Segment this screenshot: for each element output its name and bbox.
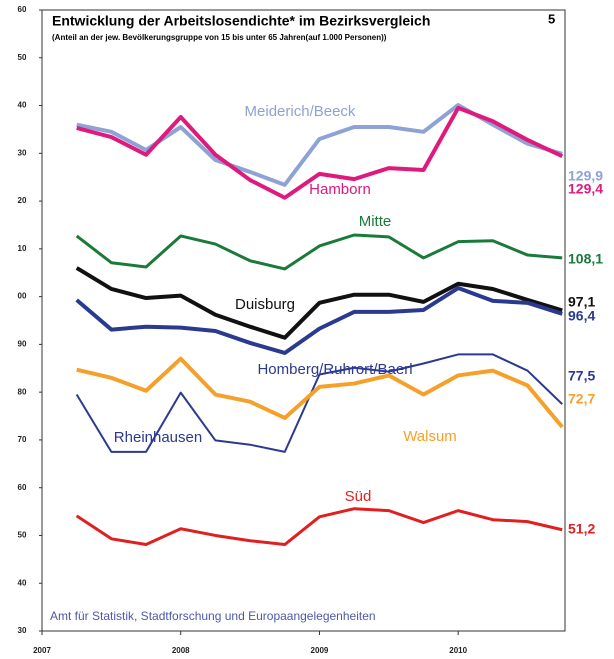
y-tick-label: 30 <box>18 148 27 157</box>
chart-title: Entwicklung der Arbeitslosendichte* im B… <box>52 13 430 29</box>
y-tick-label: 50 <box>18 531 27 540</box>
y-tick-label: 60 <box>18 5 27 14</box>
source-note: Amt für Statistik, Stadtforschung und Eu… <box>50 609 376 623</box>
series-name: Homberg/Ruhrort/Baerl <box>257 361 412 378</box>
y-tick-label: 60 <box>18 483 27 492</box>
series-line <box>76 105 564 200</box>
end-value-label: 51,2 <box>568 521 595 537</box>
end-value-label: 108,1 <box>568 251 603 267</box>
x-tick-label: 2010 <box>449 646 467 655</box>
x-tick-label: 2008 <box>172 646 190 655</box>
end-value-label: 77,5 <box>568 368 595 384</box>
series-line <box>75 266 563 340</box>
series-name: Meiderich/Beeck <box>245 103 356 120</box>
y-tick-label: 00 <box>18 292 27 301</box>
series-line <box>75 507 563 547</box>
end-value-label: 129,4 <box>568 181 603 197</box>
series-name: Hamborn <box>309 181 371 198</box>
y-tick-label: 40 <box>18 578 27 587</box>
y-tick-label: 80 <box>18 387 27 396</box>
series-name: Duisburg <box>235 296 295 313</box>
series-line <box>76 356 564 429</box>
end-value-label: 129,9 <box>568 168 603 184</box>
series-name: Süd <box>345 488 372 505</box>
x-tick-label: 2009 <box>311 646 329 655</box>
y-tick-label: 50 <box>18 53 27 62</box>
y-tick-label: 70 <box>18 435 27 444</box>
x-tick-label: 2007 <box>33 646 51 655</box>
end-value-label: 96,4 <box>568 308 595 324</box>
series-line <box>75 233 563 271</box>
y-tick-label: 20 <box>18 196 27 205</box>
series-name: Mitte <box>359 213 392 230</box>
end-value-label: 72,7 <box>568 391 595 407</box>
y-tick-label: 90 <box>18 339 27 348</box>
y-tick-label: 30 <box>18 626 27 635</box>
series-name: Walsum <box>403 428 457 445</box>
y-tick-label: 10 <box>18 244 27 253</box>
page-number: 5 <box>548 11 555 26</box>
series-name: Rheinhausen <box>114 429 202 446</box>
y-tick-label: 40 <box>18 101 27 110</box>
chart-subtitle: (Anteil an der jew. Bevölkerungsgruppe v… <box>52 33 387 42</box>
series-line <box>75 286 563 355</box>
end-value-label: 97,1 <box>568 294 595 310</box>
series-line <box>75 353 563 453</box>
